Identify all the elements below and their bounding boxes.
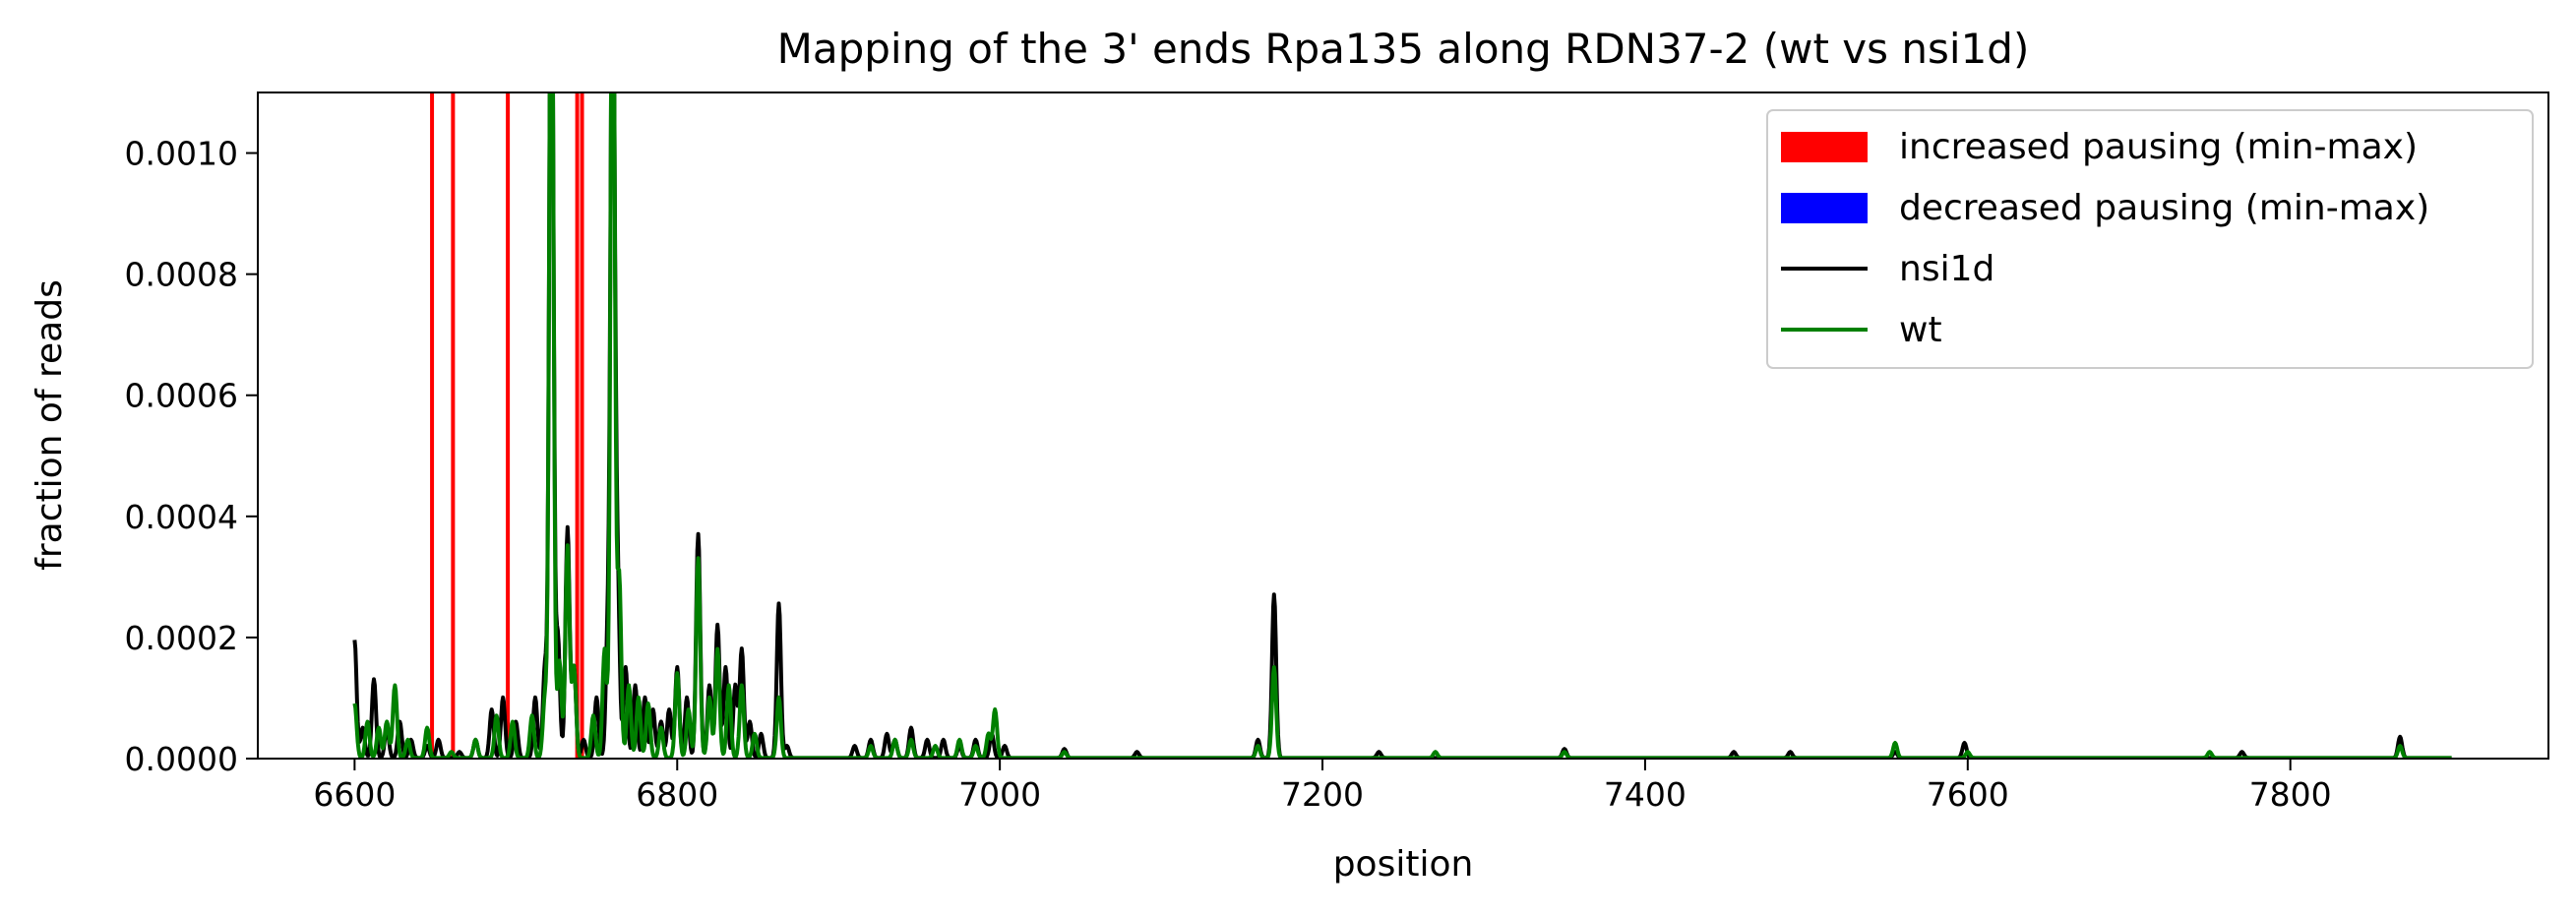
x-tick-label-6600: 6600 [313,775,396,814]
chart-title: Mapping of the 3' ends Rpa135 along RDN3… [777,25,2030,73]
x-axis: 6600 6800 7000 7200 7400 7600 7800 [313,759,2332,814]
x-tick-label-7600: 7600 [1927,775,2009,814]
legend-label-1: decreased pausing (min-max) [1899,188,2429,228]
legend-swatch-1 [1781,193,1868,223]
y-tick-label-0.0004: 0.0004 [125,498,238,536]
plot-frame [257,92,2549,760]
x-axis-label: position [1333,844,1474,885]
legend-box [1766,109,2534,369]
legend-label-0: increased pausing (min-max) [1899,127,2418,167]
y-axis-label: fraction of reads [30,279,70,571]
x-tick-label-7800: 7800 [2249,775,2332,814]
y-tick-label-0.0006: 0.0006 [125,377,238,415]
legend: increased pausing (min-max) decreased pau… [1766,109,2534,369]
y-tick-label-0.0002: 0.0002 [125,619,238,657]
y-tick-label-0.0000: 0.0000 [125,740,238,778]
x-tick-label-6800: 6800 [636,775,718,814]
y-tick-label-0.0008: 0.0008 [125,256,238,294]
legend-label-2: nsi1d [1899,249,1994,289]
x-tick-label-7200: 7200 [1281,775,1364,814]
y-axis: 0.0000 0.0002 0.0004 0.0006 0.0008 0.0010 [125,135,258,778]
x-tick-label-7400: 7400 [1604,775,1687,814]
legend-label-3: wt [1899,310,1942,350]
y-tick-label-0.0010: 0.0010 [125,135,238,173]
x-tick-label-7000: 7000 [958,775,1041,814]
legend-swatch-0 [1781,132,1868,162]
